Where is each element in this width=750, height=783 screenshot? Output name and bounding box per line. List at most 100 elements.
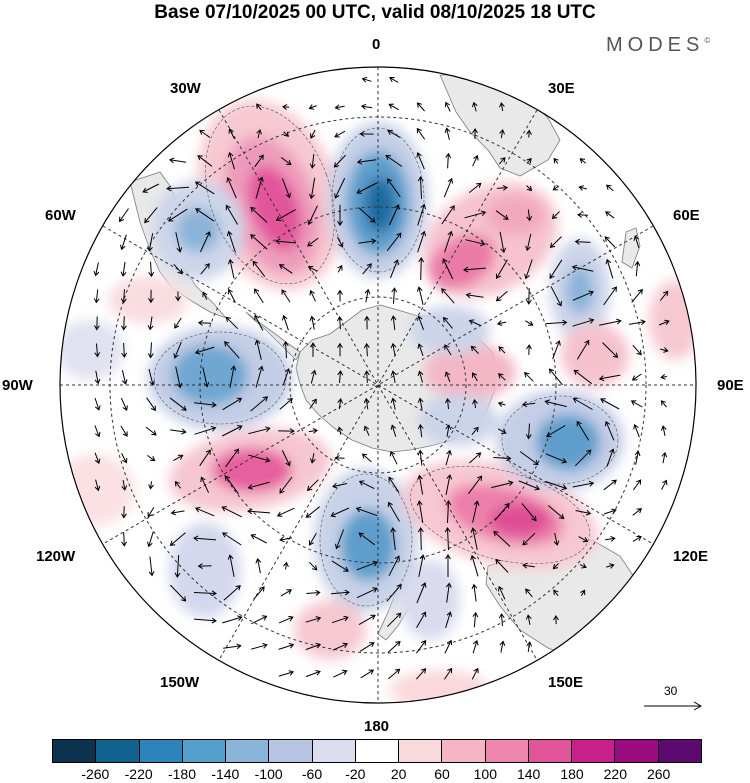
wind-vector-141	[93, 316, 100, 331]
wind-vector-181	[576, 339, 590, 360]
wind-vector-170	[282, 340, 289, 359]
wind-vector-246	[545, 425, 566, 438]
wind-vector-50	[387, 178, 401, 198]
wind-vector-244	[497, 428, 507, 434]
wind-vector-284	[388, 476, 400, 493]
wind-vector-146	[225, 316, 239, 330]
graticule	[60, 67, 696, 703]
colorbar-swatch-8	[399, 740, 443, 762]
wind-vector-20	[416, 127, 426, 140]
wind-vector-326	[417, 527, 424, 551]
wind-vector-65	[275, 209, 296, 222]
lon-label-120w: 120W	[36, 548, 76, 565]
wind-vector-256	[225, 448, 239, 468]
vector-reference-label: 30	[664, 684, 678, 698]
wind-vector-398	[360, 669, 375, 679]
wind-vector-391	[444, 639, 453, 654]
wind-vector-41	[142, 183, 160, 193]
colorbar-tick-5: -60	[301, 766, 323, 782]
wind-vector-18	[359, 131, 374, 137]
lon-label-120e: 120E	[673, 548, 709, 565]
colorbar-swatch-12	[572, 740, 616, 762]
wind-vector-350	[552, 563, 559, 570]
wind-vector-379	[472, 611, 479, 628]
colorbar-swatch-6	[312, 740, 356, 762]
wind-vector-100	[148, 261, 155, 278]
wind-vector-156	[496, 320, 507, 326]
wind-vector-174	[390, 342, 397, 357]
wind-vector-261	[361, 453, 372, 463]
wind-vector-312	[575, 509, 592, 516]
wind-vector-35	[445, 152, 452, 169]
colorbar-tick-3: -140	[211, 766, 240, 782]
wind-vector-73	[495, 210, 509, 220]
wind-vector-184	[660, 347, 669, 353]
wind-vector-71	[441, 205, 455, 225]
wind-vector-145	[197, 319, 212, 326]
wind-vector-183	[632, 344, 642, 356]
wind-vector-289	[518, 480, 541, 491]
wind-vector-144	[174, 317, 182, 329]
wind-vector-341	[308, 561, 318, 571]
wind-vector-376	[386, 612, 402, 628]
wind-vector-327	[444, 527, 451, 551]
wind-vector-149	[309, 315, 316, 330]
wind-vector-200	[498, 373, 506, 381]
chart-title: Base 07/10/2025 00 UTC, valid 08/10/2025…	[154, 2, 596, 23]
wind-vector-220	[444, 397, 451, 410]
wind-vector-230	[120, 425, 128, 437]
wind-vector-365	[498, 585, 506, 600]
wind-vector-193	[310, 369, 317, 384]
wind-vector-15	[283, 131, 290, 137]
wind-vector-333	[605, 535, 616, 542]
wind-vector-243	[471, 426, 479, 436]
wind-vector-226	[600, 398, 620, 410]
wind-vector-278	[224, 475, 239, 495]
wind-vector-279	[247, 481, 270, 490]
wind-vector-210	[169, 397, 187, 411]
wind-vector-39	[553, 157, 559, 164]
wind-vector-96	[604, 236, 616, 248]
wind-vector-55	[526, 185, 533, 192]
wind-vector-76	[576, 212, 589, 218]
lon-label-30e: 30E	[548, 80, 575, 97]
wind-vector-108	[362, 263, 372, 275]
wind-vector-80	[175, 232, 183, 253]
wind-vector-4	[308, 104, 317, 110]
wind-vector-334	[632, 536, 642, 542]
wind-vector-23	[499, 128, 505, 139]
wind-vector-49	[356, 182, 378, 194]
wind-vector-82	[226, 230, 236, 253]
wind-vector-251	[94, 452, 101, 465]
wind-vector-359	[330, 589, 350, 596]
wind-vector-221	[472, 398, 478, 409]
wind-vector-57	[578, 185, 587, 191]
wind-vector-216	[337, 398, 344, 410]
wind-vector-276	[174, 480, 181, 489]
wind-vector-64	[250, 206, 268, 223]
wind-vector-358	[306, 589, 321, 596]
wind-vector-399	[388, 668, 401, 680]
wind-vector-134	[495, 290, 508, 302]
wind-vector-136	[550, 286, 562, 307]
wind-vector-381	[525, 614, 532, 625]
wind-vector-296	[147, 507, 155, 518]
wind-vector-112	[463, 266, 487, 273]
wind-vector-60	[144, 207, 158, 224]
colorbar-swatch-0	[53, 740, 97, 762]
wind-vector-311	[547, 505, 565, 520]
vector-reference-arrow	[644, 701, 703, 711]
wind-vector-205	[631, 373, 642, 381]
copyright-mark: ©	[704, 36, 711, 45]
wind-vector-48	[334, 177, 346, 199]
wind-vector-27	[227, 151, 235, 170]
wind-vector-292	[603, 479, 617, 491]
wind-vector-69	[388, 204, 400, 226]
colorbar-swatch-9	[442, 740, 486, 762]
brand-text: MODES	[606, 34, 705, 56]
wind-vector-215	[309, 398, 317, 409]
wind-vector-340	[283, 561, 289, 570]
wind-vector-297	[170, 509, 185, 516]
wind-vector-309	[494, 502, 510, 521]
wind-vector-79	[147, 233, 154, 252]
